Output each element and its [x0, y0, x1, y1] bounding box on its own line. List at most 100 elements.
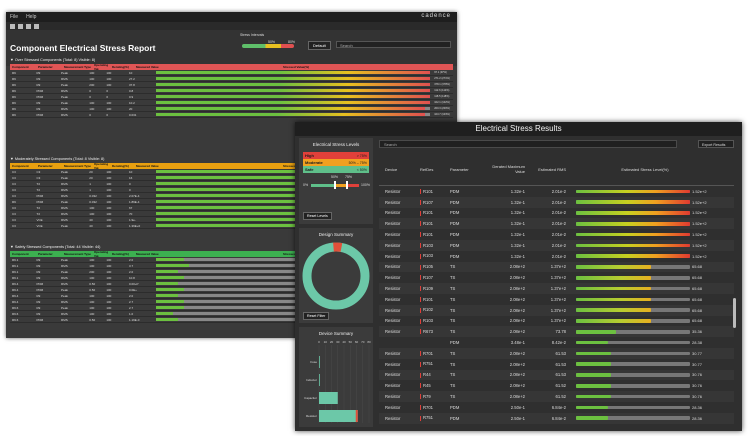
results-row[interactable]: Resistor R45 TS 2.08e+2 61.52 30.76 [379, 380, 734, 391]
results-row[interactable]: Resistor R109 TS 2.08e+2 1.37e+2 65.68 [379, 283, 734, 294]
section-col-header[interactable]: Derating(%) [112, 252, 129, 256]
results-row[interactable]: Resistor R101 PDM 1.32e-1 2.01e-2 1.52e+2 [379, 218, 734, 230]
device-bar-high[interactable] [355, 410, 358, 422]
results-row[interactable]: Resistor R103 TS 2.08e+2 1.37e+2 65.68 [379, 316, 734, 327]
results-row[interactable]: Resistor R107 PDM 1.32e-1 2.01e-2 1.52e+2 [379, 196, 734, 208]
section-row[interactable]: C3 T2 RMS 1 100 0 [10, 181, 453, 187]
section-row[interactable]: R9.4 PDM Peak 0.50 100 0.0E+ [10, 287, 453, 293]
results-row[interactable]: Resistor R102 TS 2.08e+2 1.37e+2 65.68 [379, 304, 734, 316]
export-results-dropdown[interactable]: Export Results [698, 140, 734, 148]
col-derated-max[interactable]: Derated Maximum Value [492, 164, 525, 174]
section-row[interactable]: R9 R9 RMS 100 100 20 200.3 (200%) [10, 106, 453, 112]
level-moderate[interactable]: Moderate 50% – 75% [303, 159, 369, 166]
results-row[interactable]: Resistor R107 TS 2.08e+2 1.37e+2 65.68 [379, 272, 734, 283]
device-bar[interactable] [319, 392, 338, 404]
section-col-header[interactable]: Measured Value [136, 164, 159, 168]
section-row[interactable]: R9.4 R9 Peak 100 100 2.0 [10, 293, 453, 299]
section-row[interactable]: R9 PDM RMS 0 0 0.8 112.6 (112%) [10, 88, 453, 94]
section-row[interactable]: C3 T2 RMS 1 100 0 [10, 187, 453, 193]
section-row[interactable]: R9.4 PDM RMS 0.50 100 0.00+P [10, 281, 453, 287]
results-row[interactable]: Resistor R44 TS 2.08e+2 61.53 30.76 [379, 369, 734, 381]
section-col-header[interactable]: Component [12, 252, 29, 256]
section-row[interactable]: R9 R9 Peak 200 100 37.8 378.1 (378%) [10, 82, 453, 88]
section-row[interactable]: R9 PDM RMS 0 0 0.031 103.7 (103%) [10, 112, 453, 118]
section-col-header[interactable]: Operating Val. [94, 250, 109, 258]
results-row[interactable]: Resistor R103 PDM 1.32e-1 2.01e-2 1.52e+2 [379, 239, 734, 251]
device-bar[interactable] [319, 410, 358, 422]
level-mini-slider[interactable]: 50% 75% 0% 100% [303, 175, 370, 191]
save-icon[interactable] [26, 23, 31, 29]
mini-slider-handle-moderate[interactable] [334, 181, 336, 189]
section-row[interactable]: R9.6 R9 RMS 100 100 1.0 [10, 311, 453, 317]
section-row[interactable]: R9.1 R9 RMS 100 100 3.7 [10, 263, 453, 269]
section-col-header[interactable]: Parameter [38, 252, 53, 256]
results-search-input[interactable]: Search [379, 140, 677, 148]
section-row[interactable]: R9.1 R9 Peak 200 100 2.0 [10, 269, 453, 275]
section-col-header[interactable]: Component [12, 164, 29, 168]
section-title[interactable]: ▼ Moderately Stressed Components (Total:… [10, 157, 105, 161]
results-row[interactable]: Resistor R751 TS 2.08e+2 61.53 30.77 [379, 359, 734, 370]
menu-file[interactable]: File [10, 14, 19, 20]
section-row[interactable]: R9.1 R9 Peak 100 100 2.0 [10, 257, 453, 263]
results-row[interactable]: Resistor R105 TS 2.08e+2 1.37e+2 65.68 [379, 261, 734, 273]
col-device[interactable]: Device [385, 166, 398, 172]
results-row[interactable]: Resistor R103 PDM 1.32e-1 2.01e-2 1.52e+2 [379, 251, 734, 262]
export-icon[interactable] [34, 23, 39, 29]
open-icon[interactable] [18, 23, 23, 29]
results-row[interactable]: Resistor R101 PDM 1.32e-1 2.01e-2 1.52e+2 [379, 229, 734, 240]
section-row[interactable]: R9 PDM Peak 0.032 100 1.89E-4 [10, 199, 453, 205]
results-scrollbar[interactable] [733, 298, 736, 328]
col-refdes[interactable]: RefDes [420, 166, 434, 172]
section-col-header[interactable]: Component [12, 65, 29, 69]
section-row[interactable]: R9 R9 Peak 100 100 10 97.1 (97%) [10, 70, 453, 76]
donut-safe-segment[interactable] [302, 242, 370, 310]
device-bar[interactable] [319, 374, 320, 386]
mini-slider-handle-high[interactable] [346, 181, 348, 189]
reset-levels-button[interactable]: Reset Levels [303, 212, 332, 220]
section-row[interactable]: C3 VCE RMS 40 100 1.9e- [10, 217, 453, 223]
section-col-header[interactable]: Derating(%) [112, 164, 129, 168]
device-bar[interactable] [319, 356, 320, 368]
section-row[interactable]: R9.6 PDM RMS 0.50 100 1.19E-0 [10, 317, 453, 323]
section-col-header[interactable]: Operating Val. [94, 63, 109, 71]
col-estimated-rms[interactable]: Estimated RMS [538, 166, 566, 172]
results-row[interactable]: Resistor R101 TS 2.08e+2 1.37e+2 65.68 [379, 294, 734, 305]
section-row[interactable]: R9 R9 RMS 100 100 27.2 271.2 (271%) [10, 76, 453, 82]
results-row[interactable]: Resistor R751 PDM 2.50e-1 6.84e-2 28.36 [379, 412, 734, 424]
section-col-header[interactable]: Measurement Type [64, 252, 91, 256]
results-row[interactable]: Resistor R673 TS 2.08e+2 73.78 35.36 [379, 326, 734, 338]
section-col-header[interactable]: Derating(%) [112, 65, 129, 69]
section-row[interactable]: C3 C3 Peak 20 100 16 [10, 175, 453, 181]
menu-help[interactable]: Help [26, 14, 37, 20]
results-row[interactable]: Resistor R101 PDM 1.32e-1 2.01e-2 1.52e+2 [379, 186, 734, 197]
section-row[interactable]: R9.4 R9 RMS 100 100 2.7 [10, 299, 453, 305]
section-col-header[interactable]: Measured Value [136, 65, 159, 69]
section-col-header[interactable]: Measurement Type [64, 164, 91, 168]
default-button[interactable]: Default [308, 41, 331, 50]
results-row[interactable]: Resistor R101 PDM 1.32e-1 2.01e-2 1.52e+2 [379, 208, 734, 219]
results-row[interactable]: Resistor R79 TS 2.08e+2 61.52 30.76 [379, 391, 734, 402]
section-row[interactable]: R9 R9 Peak 100 100 10.2 102.1 (102%) [10, 100, 453, 106]
level-high[interactable]: High > 75% [303, 152, 369, 159]
results-row[interactable]: PDM 3.48e-1 8.42e-2 28.38 [379, 337, 734, 348]
search-input[interactable]: Search [336, 41, 451, 48]
section-title[interactable]: ▼ Over Stressed Components (Total: 8) Vi… [10, 58, 96, 62]
stress-interval-slider[interactable] [242, 44, 294, 48]
section-col-header[interactable]: Parameter [38, 65, 53, 69]
section-title[interactable]: ▼ Safely Stressed Components (Total: 44 … [10, 245, 101, 249]
section-col-header[interactable]: Measurement Type [64, 65, 91, 69]
section-row[interactable]: R9.6 R9 Peak 100 100 2.7 [10, 305, 453, 311]
section-col-header[interactable]: Operating Val. [94, 162, 109, 170]
section-row[interactable]: R9 PDM Peak 0 0 0.9 118.5 (118%) [10, 94, 453, 100]
section-row[interactable]: C3 VCE Peak 40 100 1.39E+0 [10, 223, 453, 229]
level-safe[interactable]: Safe < 50% [303, 166, 369, 173]
section-col-header[interactable]: Stressed Value(%) [283, 65, 310, 69]
reset-filter-button[interactable]: Reset Filter [303, 312, 330, 320]
section-row[interactable]: C3 PDM RMS 0.032 100 2.07E-4 [10, 193, 453, 199]
results-row[interactable]: Resistor R701 PDM 2.50e-1 6.84e-2 28.36 [379, 402, 734, 413]
col-stress-level[interactable]: Estimated Stress Level(%) [621, 166, 669, 172]
section-row[interactable]: C3 C3 Peak 20 100 10 [10, 169, 453, 175]
section-row[interactable]: C3 T2 RMS 100 100 67 [10, 205, 453, 211]
new-icon[interactable] [10, 23, 15, 29]
col-parameter[interactable]: Parameter [450, 166, 469, 172]
